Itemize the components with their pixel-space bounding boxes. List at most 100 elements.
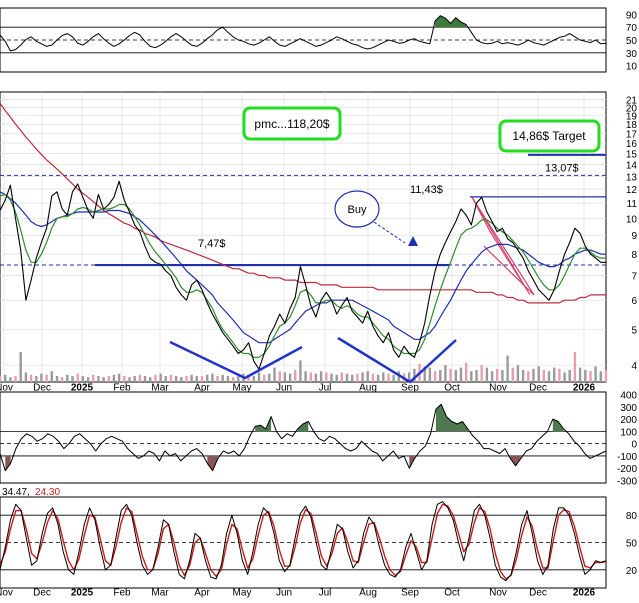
volume-bar — [599, 371, 602, 382]
level-label-13-07: 13,07$ — [545, 162, 579, 174]
volume-bar — [299, 360, 302, 382]
cci-negative-fill — [207, 455, 218, 471]
y-tick-label: 300 — [620, 403, 637, 414]
volume-bar — [294, 370, 297, 382]
volume-bar — [133, 376, 136, 382]
y-tick-label: 4 — [631, 361, 637, 372]
cci-line — [0, 403, 607, 472]
volume-bar — [366, 371, 369, 382]
x-tick-label: Oct — [444, 382, 460, 393]
x-tick-label: Aug — [359, 382, 377, 393]
volume-bar — [211, 373, 214, 382]
volume-bar — [263, 374, 266, 382]
buy-pointer — [373, 221, 406, 244]
y-tick-label: 6 — [631, 296, 637, 307]
cci-positive-fill — [552, 419, 564, 432]
y-tick-label: 14 — [626, 160, 638, 171]
rsi-line — [0, 15, 607, 52]
volume-bar — [71, 376, 74, 382]
volume-bar — [278, 371, 281, 382]
volume-bar — [584, 370, 587, 382]
volume-bar — [511, 367, 514, 382]
x-tick-label-bottom: Feb — [113, 587, 131, 598]
x-tick-label: 2025 — [71, 382, 94, 393]
volume-bar — [268, 373, 271, 382]
volume-bar — [475, 370, 478, 382]
volume-bar — [76, 373, 79, 382]
volume-bar — [231, 377, 235, 382]
volume-bar — [449, 368, 452, 382]
x-tick-label-bottom: Nov — [0, 587, 13, 598]
target-box — [498, 119, 601, 153]
volume-bar — [521, 370, 525, 382]
volume-bar — [371, 373, 375, 382]
x-tick-label: Dec — [33, 382, 51, 393]
volume-bar — [309, 372, 312, 382]
volume-bar — [335, 374, 338, 382]
x-tick-label-bottom: 2026 — [573, 587, 596, 598]
volume-bar — [578, 367, 582, 382]
v-pattern-right — [337, 336, 457, 384]
volume-bar — [273, 367, 276, 382]
buy-arrow-icon — [408, 236, 418, 246]
y-tick-label: 400 — [620, 390, 637, 401]
y-tick-label: 8 — [631, 250, 637, 261]
volume-bar — [506, 355, 509, 382]
volume-bar — [408, 372, 411, 382]
x-tick-label-bottom: Sep — [401, 587, 419, 598]
y-tick-label: 5 — [631, 325, 637, 336]
volume-bar — [206, 374, 209, 382]
volume-bar — [4, 374, 7, 382]
y-tick-label: 10 — [626, 214, 638, 225]
volume-bar — [180, 377, 183, 382]
volume-bar — [532, 368, 535, 382]
y-tick-label: 30 — [626, 49, 638, 60]
v-pattern-left — [169, 340, 303, 380]
wedge-lower-line — [483, 245, 535, 296]
volume-bar — [433, 371, 437, 382]
stoch-header-value-1: 34.47, — [2, 487, 30, 498]
volume-bar — [547, 371, 551, 382]
y-tick-label: 10 — [626, 62, 638, 73]
x-tick-label: 2026 — [573, 382, 596, 393]
x-tick-label-bottom: Mar — [151, 587, 169, 598]
volume-bar — [169, 374, 173, 382]
title-box — [242, 106, 342, 141]
volume-bar — [19, 352, 22, 382]
y-tick-label: 50 — [626, 36, 638, 47]
y-tick-label: 15 — [626, 149, 638, 160]
price-series-price — [0, 180, 606, 370]
wedge-fill — [471, 197, 531, 296]
volume-bar — [55, 376, 59, 382]
volume-bar — [604, 370, 608, 382]
panel-frame — [0, 391, 607, 484]
volume-bar — [413, 368, 416, 382]
volume-bar — [107, 376, 110, 382]
x-tick-label: Dec — [529, 382, 547, 393]
volume-bar — [112, 374, 116, 382]
y-tick-label: 21 — [626, 95, 638, 106]
volume-bar — [221, 374, 224, 382]
y-tick-label: 80 — [626, 511, 638, 522]
volume-bar — [35, 376, 38, 382]
volume-bar — [439, 370, 442, 382]
volume-bar — [501, 370, 504, 382]
x-tick-label: Nov — [0, 382, 13, 393]
stochastic-panel: 34.47, 24.30 20 50 80 Nov Dec 2025 Feb Mar Apr May J… — [0, 487, 637, 598]
volume-bar — [128, 377, 131, 382]
volume-bar — [92, 374, 95, 382]
volume-bar — [361, 372, 364, 382]
buy-label: Buy — [348, 204, 367, 216]
volume-bar — [24, 372, 28, 382]
volume-bar — [40, 373, 43, 382]
x-tick-label: Mar — [151, 382, 169, 393]
volume-bar — [283, 372, 287, 382]
volume-bar — [45, 374, 48, 382]
volume-bar — [428, 367, 432, 382]
cci-positive-fill — [297, 421, 309, 432]
volume-bar — [81, 376, 85, 382]
volume-bar — [164, 376, 167, 382]
y-tick-label: 20 — [626, 566, 638, 577]
